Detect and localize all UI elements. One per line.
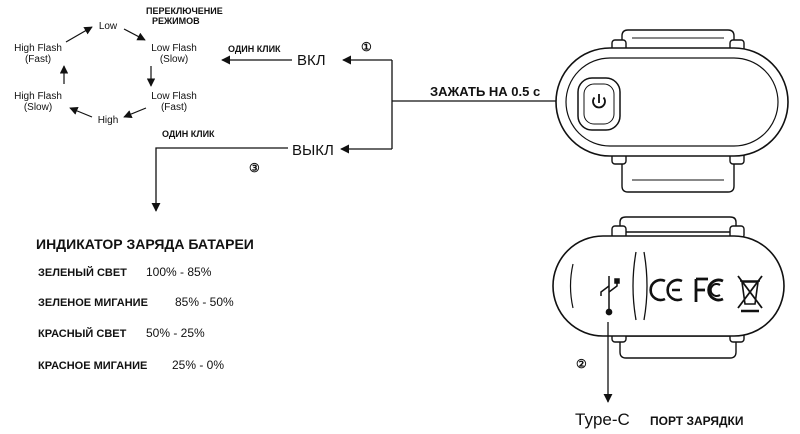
device-front: [555, 29, 789, 193]
mode-low-flash-fast-l2: (Fast): [161, 102, 187, 113]
device-back-edge: [569, 263, 574, 309]
device-power-button-inner[interactable]: [583, 83, 615, 125]
strap-tab-top: [621, 29, 735, 51]
arrow-hff-to-low: [65, 26, 93, 43]
step-1-badge: ①: [361, 40, 372, 54]
usb-icon-square: [614, 278, 620, 284]
battery-row-value: 85% - 50%: [175, 295, 234, 309]
fcc-mark-c1: [707, 278, 724, 302]
one-click-off-label: ОДИН КЛИК: [162, 129, 215, 139]
arrow-high-to-hfs: [69, 106, 93, 118]
ce-mark-e: [666, 278, 683, 302]
mode-high-flash-fast-l1: High Flash: [14, 43, 62, 54]
ce-mark-c: [649, 278, 666, 302]
mode-high-flash-slow-l1: High Flash: [14, 91, 62, 102]
port-type-label: Type-C: [575, 410, 630, 429]
mode-low-flash-slow-l1: Low Flash: [151, 43, 197, 54]
fcc-mark-f: [694, 277, 708, 302]
mode-high-flash-fast-l2: (Fast): [25, 54, 51, 65]
modes-title-line2: РЕЖИМОВ: [152, 16, 200, 26]
arrow-off-to-battery: [151, 147, 288, 212]
ce-mark-icon: [649, 278, 683, 302]
strap-tab-bottom: [621, 151, 735, 193]
usb-icon: [600, 276, 620, 316]
strap-tab-top: [619, 216, 737, 233]
port-label: ПОРТ ЗАРЯДКИ: [650, 414, 743, 428]
battery-row-label: КРАСНОЕ МИГАНИЕ: [38, 360, 147, 372]
usb-icon-dot: [605, 308, 613, 316]
port-callout: ② Type-C ПОРТ ЗАРЯДКИ: [575, 322, 743, 429]
battery-row-label: КРАСНЫЙ СВЕТ: [38, 327, 127, 340]
modes-title-line1: ПЕРЕКЛЮЧЕНИЕ: [146, 6, 223, 16]
fcc-mark-icon: [694, 277, 724, 302]
mode-low-flash-slow-l2: (Slow): [160, 54, 188, 65]
mode-high: High: [98, 115, 119, 126]
mode-low-flash-fast-l1: Low Flash: [151, 91, 197, 102]
battery-row-value: 50% - 25%: [146, 326, 205, 340]
power-icon-arc: [592, 96, 606, 109]
device-body-inner: [565, 57, 779, 147]
one-click-on-label: ОДИН КЛИК: [228, 44, 281, 54]
arrow-lff-to-high: [123, 107, 147, 119]
step-2-badge: ②: [576, 357, 587, 371]
arrow-low-to-lfs: [123, 28, 146, 41]
battery-row-label: ЗЕЛЕНОЕ МИГАНИЕ: [38, 297, 148, 309]
step-3-badge: ③: [249, 161, 260, 175]
battery-title: ИНДИКАТОР ЗАРЯДА БАТАРЕИ: [36, 236, 254, 252]
strap-tab-bottom: [619, 335, 737, 359]
mode-cycle: ПЕРЕКЛЮЧЕНИЕ РЕЖИМОВ Low Low Flash (Slow…: [14, 6, 223, 126]
off-label: ВЫКЛ: [292, 142, 334, 159]
hold-duration-label: ЗАЖАТЬ НА 0.5 с: [430, 84, 540, 99]
control-flow: ОДИН КЛИК ВКЛ ① ЗАЖАТЬ НА 0.5 с ВЫКЛ ③ О…: [151, 40, 583, 212]
power-icon: [592, 94, 606, 109]
weee-bin-icon: [737, 275, 763, 313]
weee-bin-body: [741, 281, 759, 305]
device-back-seam: [632, 251, 648, 321]
battery-row-label: ЗЕЛЕНЫЙ СВЕТ: [38, 266, 127, 279]
on-label: ВКЛ: [297, 52, 326, 69]
mode-low: Low: [99, 21, 118, 32]
weee-bin-cross-b: [737, 275, 763, 309]
usb-icon-left: [600, 285, 610, 296]
mode-high-flash-slow-l2: (Slow): [24, 102, 52, 113]
battery-indicator: ИНДИКАТОР ЗАРЯДА БАТАРЕИ ЗЕЛЕНЫЙ СВЕТ 10…: [36, 236, 254, 372]
fcc-mark-c2: [709, 283, 721, 297]
battery-row-value: 100% - 85%: [146, 265, 212, 279]
battery-row-value: 25% - 0%: [172, 358, 224, 372]
